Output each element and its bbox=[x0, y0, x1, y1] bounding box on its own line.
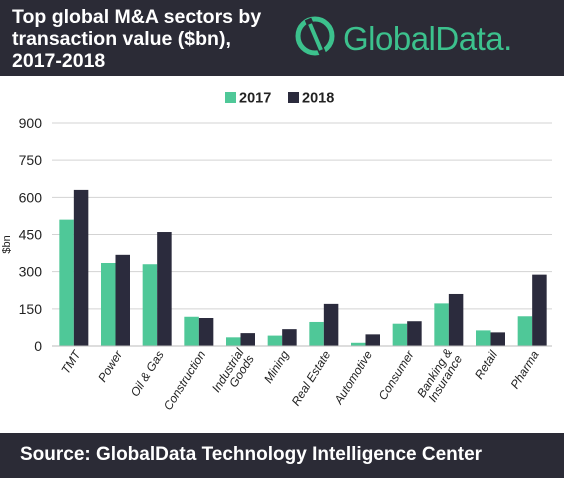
bar-2018-industrial-goods bbox=[240, 333, 255, 346]
bar-2017-mining bbox=[267, 335, 283, 346]
chart-title: Top global M&A sectors by transaction va… bbox=[12, 6, 282, 72]
legend-label-2017: 2017 bbox=[239, 91, 271, 107]
bar-2017-construction bbox=[184, 316, 199, 346]
x-tick-label: Consumer bbox=[376, 347, 418, 402]
x-tick-label: Oil & Gas bbox=[128, 348, 167, 399]
bar-2017-pharma bbox=[517, 316, 533, 346]
y-tick-label: 750 bbox=[19, 152, 43, 168]
x-tick-label: Pharma bbox=[508, 348, 542, 391]
bar-2017-consumer bbox=[392, 323, 408, 346]
y-tick-label: 900 bbox=[19, 115, 43, 131]
globaldata-logo-icon bbox=[295, 16, 335, 59]
bar-2017-oil-gas bbox=[142, 264, 158, 346]
bar-2018-pharma bbox=[532, 274, 547, 346]
title-line-3: 2017-2018 bbox=[12, 50, 106, 72]
bar-2017-tmt bbox=[59, 219, 74, 346]
bar-2018-oil-gas bbox=[157, 232, 172, 346]
logo-wordmark: GlobalData. bbox=[343, 20, 512, 57]
x-tick-label: TMT bbox=[58, 347, 84, 377]
legend-swatch-2018 bbox=[288, 92, 299, 103]
bar-2017-industrial-goods bbox=[226, 337, 241, 346]
y-tick-label: 300 bbox=[19, 264, 43, 280]
x-tick-label: Power bbox=[95, 347, 125, 384]
source-note: Source: GlobalData Technology Intelligen… bbox=[20, 444, 483, 465]
y-tick-label: 0 bbox=[34, 338, 42, 354]
bar-2017-real-estate bbox=[309, 321, 324, 346]
y-tick-label: 150 bbox=[19, 301, 43, 317]
bar-2017-retail bbox=[476, 330, 491, 346]
bar-2018-construction bbox=[198, 318, 214, 346]
x-tick-label: Banking &Insurance bbox=[414, 346, 465, 406]
y-tick-label: 450 bbox=[19, 227, 43, 243]
bar-chart: 0 150 300 450 600 750 900 $bn 2017 2018 TMT Power Oi… bbox=[1, 91, 552, 413]
footer-banner: Source: GlobalData Technology Intelligen… bbox=[0, 433, 564, 478]
x-tick-label: Real Estate bbox=[289, 348, 334, 408]
title-line-2: transaction value ($bn), bbox=[12, 28, 231, 50]
bar-2018-mining bbox=[282, 329, 297, 346]
x-tick-label: IndustrialGoods bbox=[209, 346, 257, 401]
bar-2018-banking-insurance bbox=[448, 293, 464, 346]
bar-2017-power bbox=[101, 262, 116, 346]
x-tick-label: Mining bbox=[261, 348, 292, 386]
bar-2018-power bbox=[115, 254, 130, 346]
bar-2017-automotive bbox=[351, 342, 366, 346]
bar-2018-retail bbox=[490, 332, 505, 346]
x-tick-label: Construction bbox=[161, 348, 209, 413]
bar-2018-consumer bbox=[407, 321, 422, 346]
bar-2017-banking-insurance bbox=[434, 303, 449, 346]
legend-label-2018: 2018 bbox=[302, 91, 334, 107]
y-axis-label: $bn bbox=[1, 235, 13, 253]
header-banner: Top global M&A sectors by transaction va… bbox=[0, 0, 564, 76]
title-line-1: Top global M&A sectors by bbox=[12, 6, 262, 28]
bar-2018-tmt bbox=[73, 189, 89, 346]
bar-2018-real-estate bbox=[323, 303, 339, 346]
globaldata-logo: GlobalData. bbox=[293, 10, 555, 66]
bar-2018-automotive bbox=[365, 334, 380, 346]
x-tick-label: Retail bbox=[472, 348, 500, 382]
y-tick-label: 600 bbox=[19, 189, 43, 205]
legend-swatch-2017 bbox=[225, 92, 236, 103]
x-tick-label: Automotive bbox=[331, 348, 375, 407]
